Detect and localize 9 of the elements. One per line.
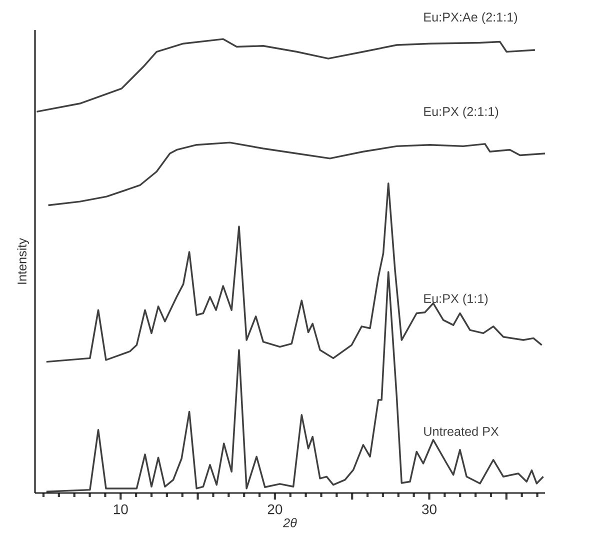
text: Eu:PX (2:1:1) bbox=[424, 106, 498, 118]
series-label: Eu:PX:Ae (2:1:1) bbox=[424, 12, 518, 24]
x-tick-label: 20 bbox=[268, 504, 282, 514]
series-label: Untreated PX bbox=[424, 426, 499, 436]
y-axis-title: Intensity bbox=[17, 238, 29, 284]
x-tick-label: 10 bbox=[114, 504, 128, 514]
x-tick-label: 30 bbox=[422, 504, 436, 514]
series-label: Eu:PX (1:1) bbox=[424, 294, 488, 306]
x-axis-title: 2θ bbox=[282, 518, 297, 528]
